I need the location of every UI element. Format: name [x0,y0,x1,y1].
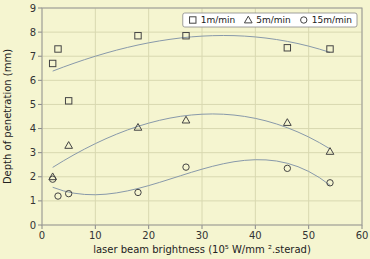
tick-label: 7 [30,51,36,62]
point [135,33,141,39]
fit-curve [53,114,330,167]
chart: 0 10 20 30 40 50 60 0 1 2 3 4 5 6 7 8 9 laser beam bright… [0,0,370,259]
tick-label: 1 [30,195,36,206]
tick [38,200,42,201]
x-axis-title: laser beam brightness (10⁵ W/mm ².sterad… [93,244,311,255]
grid-line [42,128,362,129]
legend-label: 1m/min [201,15,236,25]
plot-frame [42,8,362,225]
tick [38,80,42,81]
data [49,33,334,200]
tick-label: 50 [302,230,315,241]
legend: 1m/min 5m/min 15m/min [183,13,357,27]
curves [53,35,330,194]
grid-line [202,8,203,225]
tick [362,225,363,229]
point [326,148,334,155]
tick-label: 10 [89,230,102,241]
point [284,45,290,51]
legend-item: 5m/min [244,15,290,25]
grid [42,8,362,225]
grid-line [42,200,362,201]
point [134,124,142,131]
point [183,164,189,170]
fit-curve [53,35,330,71]
tick-label: 2 [30,171,36,182]
tick [38,152,42,153]
tick-label: 60 [356,230,369,241]
tick [308,225,309,229]
legend-symbol [190,17,196,23]
legend-item: 15m/min [301,15,352,25]
point [65,190,71,196]
tick [38,128,42,129]
tick [38,104,42,105]
legend-box [183,13,357,27]
tick [38,176,42,177]
point [182,116,190,123]
tick [255,225,256,229]
grid-line [42,32,362,33]
axes: 0 10 20 30 40 50 60 0 1 2 3 4 5 6 7 8 9 [30,3,369,242]
point [284,165,290,171]
tick-label: 8 [30,27,36,38]
y-axis-title: Depth of penetration (mm) [2,49,13,184]
legend-label: 15m/min [312,15,352,25]
tick [38,32,42,33]
tick [42,225,43,229]
point [49,60,55,66]
grid-line [308,8,309,225]
tick-label: 5 [30,99,36,110]
tick [148,225,149,229]
background [0,0,370,259]
legend-symbol [244,16,252,23]
tick-label: 30 [196,230,209,241]
point [55,46,61,52]
point [135,189,141,195]
tick-label: 4 [30,123,36,134]
point [283,119,291,126]
point [55,193,61,199]
grid-line [42,104,362,105]
point [65,142,73,149]
point [183,33,189,39]
grid-line [42,56,362,57]
tick [202,225,203,229]
point [65,98,71,104]
tick-label: 0 [39,230,45,241]
point [327,46,333,52]
grid-line [42,80,362,81]
point [327,180,333,186]
grid-line [42,152,362,153]
tick-label: 6 [30,75,36,86]
legend-symbol [301,17,307,23]
tick [38,8,42,9]
grid-line [255,8,256,225]
grid-line [148,8,149,225]
point [49,176,55,182]
tick [38,225,42,226]
points [49,33,334,200]
tick [95,225,96,229]
grid-line [95,8,96,225]
tick-label: 40 [249,230,262,241]
legend-label: 5m/min [256,15,291,25]
tick [38,56,42,57]
tick-label: 20 [142,230,155,241]
fit-curve [53,160,330,195]
legend-item: 1m/min [190,15,236,25]
tick-label: 9 [30,3,36,14]
tick-label: 3 [30,147,36,158]
grid-line [42,176,362,177]
tick-label: 0 [30,220,36,231]
